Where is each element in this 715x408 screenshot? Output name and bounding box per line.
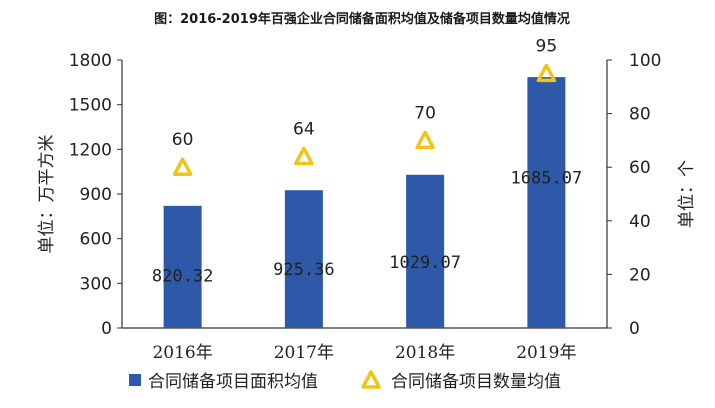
bar: [163, 205, 202, 328]
triangle-series: [172, 63, 557, 176]
left-tick-label: 900: [80, 185, 112, 205]
triangle-marker: [415, 130, 435, 150]
category-label: 2016年: [152, 343, 212, 363]
category-label: 2017年: [274, 343, 334, 363]
bar-data-label: 820.32: [152, 266, 213, 286]
left-axis-ticks: 0 300 600 900 1200 1500 1800: [69, 51, 122, 339]
bar-data-labels: 820.32 925.36 1029.07 1685.07: [152, 168, 582, 286]
triangle-data-labels: 60 64 70 95: [172, 36, 557, 150]
right-tick-label: 20: [629, 265, 651, 285]
category-label: 2018年: [395, 343, 455, 363]
triangle-marker: [294, 146, 314, 166]
bar-data-label: 925.36: [273, 260, 334, 280]
bar-data-label: 1685.07: [511, 168, 583, 188]
left-tick-label: 1800: [69, 51, 112, 71]
bar-series: [163, 77, 566, 328]
right-axis-label: 单位：个: [677, 160, 697, 228]
triangle-data-label: 70: [414, 103, 436, 123]
legend-bar-swatch: [129, 374, 141, 386]
right-tick-label: 60: [629, 158, 651, 178]
triangle-marker: [536, 63, 557, 83]
triangle-marker: [172, 157, 193, 176]
left-tick-label: 300: [80, 274, 112, 294]
left-tick-label: 1500: [69, 96, 112, 116]
category-label: 2019年: [516, 343, 576, 363]
chart-title: 图：2016-2019年百强企业合同储备面积均值及储备项目数量均值情况: [154, 11, 570, 27]
bar: [284, 190, 323, 328]
legend-triangle-label: 合同储备项目数量均值: [391, 372, 561, 392]
left-tick-label: 600: [80, 230, 112, 250]
right-tick-label: 40: [629, 212, 651, 232]
right-tick-label: 0: [629, 319, 640, 339]
right-tick-label: 100: [629, 51, 661, 71]
left-tick-label: 0: [101, 319, 112, 339]
category-labels: 2016年 2017年 2018年 2019年: [152, 343, 576, 363]
bar-data-label: 1029.07: [389, 253, 461, 273]
bar: [406, 174, 445, 328]
legend-triangle-swatch: [361, 370, 381, 389]
legend-bar-label: 合同储备项目面积均值: [148, 372, 318, 392]
right-axis-ticks: 0 20 40 60 80 100: [607, 51, 661, 339]
triangle-data-label: 60: [172, 130, 194, 150]
bar: [527, 77, 566, 328]
legend: 合同储备项目面积均值 合同储备项目数量均值: [129, 370, 561, 392]
triangle-data-label: 64: [293, 119, 315, 139]
left-tick-label: 1200: [69, 140, 112, 160]
left-axis-label: 单位：万平方米: [37, 135, 57, 254]
right-tick-label: 80: [629, 105, 651, 125]
triangle-data-label: 95: [536, 36, 558, 56]
